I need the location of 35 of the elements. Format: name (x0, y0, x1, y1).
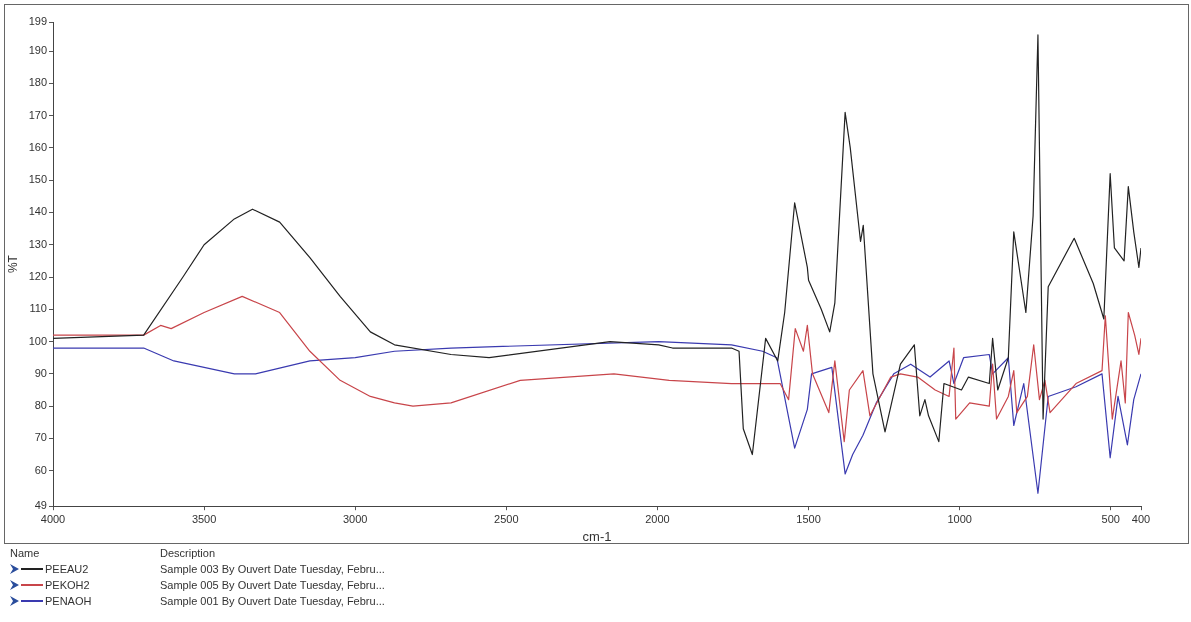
y-tick-label: 190 (28, 44, 47, 57)
x-tick-label: 4000 (40, 512, 66, 525)
x-tick-label: 1500 (796, 512, 821, 525)
y-tick-label: 49 (34, 499, 47, 512)
y-tick-label: 70 (34, 431, 47, 444)
y-tick-label: 110 (29, 302, 47, 315)
y-tick-label: 140 (28, 205, 47, 218)
text: Sample 003 By Ouvert Date Tuesday, Febru... (159, 562, 386, 577)
x-tick-label: 2500 (494, 512, 519, 525)
text: Description (159, 546, 217, 561)
y-tick-label: 180 (28, 76, 47, 89)
x-tick-label: 2000 (645, 512, 670, 525)
x-tick-label: 3500 (191, 512, 217, 525)
y-tick-label: 120 (28, 270, 47, 283)
y-tick-label: 130 (28, 237, 47, 250)
y-tick-label: 60 (34, 463, 47, 476)
legend-label: PEKOH2 (45, 578, 90, 591)
legend-label: PENAOH (45, 594, 92, 607)
x-tick-label: 1000 (947, 512, 972, 525)
x-tick-label: 500 (1101, 512, 1120, 525)
legend-title: Name (9, 546, 41, 561)
y-tick-label: 100 (28, 334, 47, 347)
text: Sample 001 By Ouvert Date Tuesday, Febru... (159, 594, 386, 609)
x-axis-title: cm-1 (582, 528, 612, 544)
x-tick-label: 400 (1131, 512, 1151, 525)
y-tick-label: 90 (34, 366, 47, 379)
y-tick-label: 170 (28, 108, 47, 121)
y-tick-label: 150 (28, 173, 47, 186)
y-tick-label: 160 (28, 140, 47, 153)
legend-label: PEEAU2 (45, 562, 89, 575)
text: Sample 005 By Ouvert Date Tuesday, Febru... (159, 578, 386, 593)
y-axis-title: %T (5, 254, 20, 274)
x-tick-label: 3000 (342, 512, 368, 525)
y-tick-label: 199 (28, 15, 47, 28)
y-tick-label: 80 (34, 399, 47, 412)
